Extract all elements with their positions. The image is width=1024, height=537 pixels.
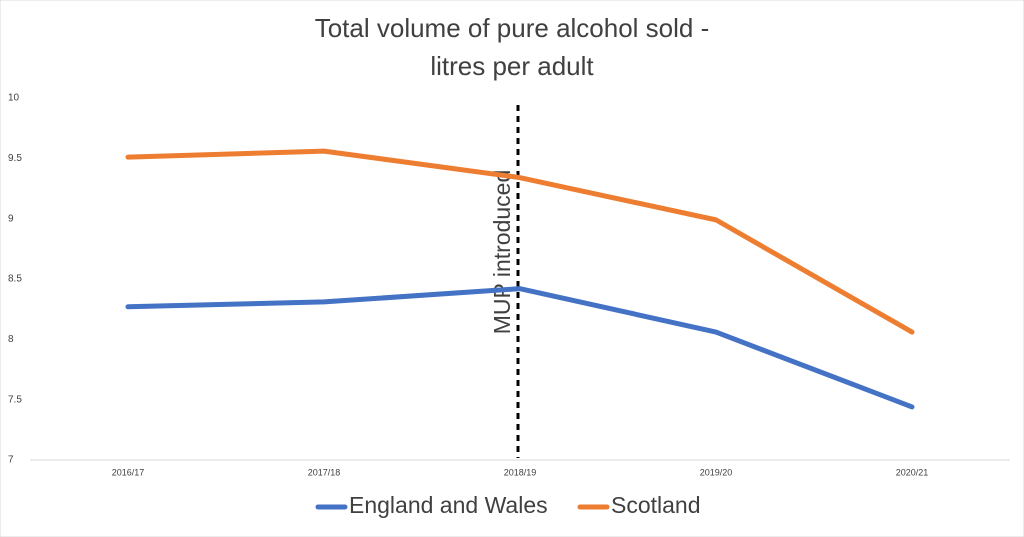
series-line [125, 286, 915, 410]
y-tick-label: 10 [8, 93, 20, 104]
x-tick-label: 2020/21 [896, 467, 929, 477]
chart-title: Total volume of pure alcohol sold - [315, 13, 710, 43]
annotation-text: MUP introduced [489, 170, 515, 335]
chart-title: litres per adult [430, 51, 594, 81]
y-tick-label: 9 [8, 213, 14, 224]
x-tick-label: 2017/18 [308, 467, 341, 477]
y-tick-label: 8.5 [8, 274, 22, 285]
x-tick-label: 2019/20 [700, 467, 733, 477]
y-tick-label: 8 [8, 334, 14, 345]
x-tick-label: 2016/17 [112, 467, 145, 477]
legend-label: England and Wales [349, 492, 548, 518]
y-tick-label: 7.5 [8, 394, 22, 405]
y-tick-label: 9.5 [8, 153, 22, 164]
y-tick-label: 7 [8, 455, 14, 466]
series-line [125, 148, 915, 335]
x-tick-label: 2018/19 [504, 467, 537, 477]
legend-label: Scotland [611, 492, 701, 518]
